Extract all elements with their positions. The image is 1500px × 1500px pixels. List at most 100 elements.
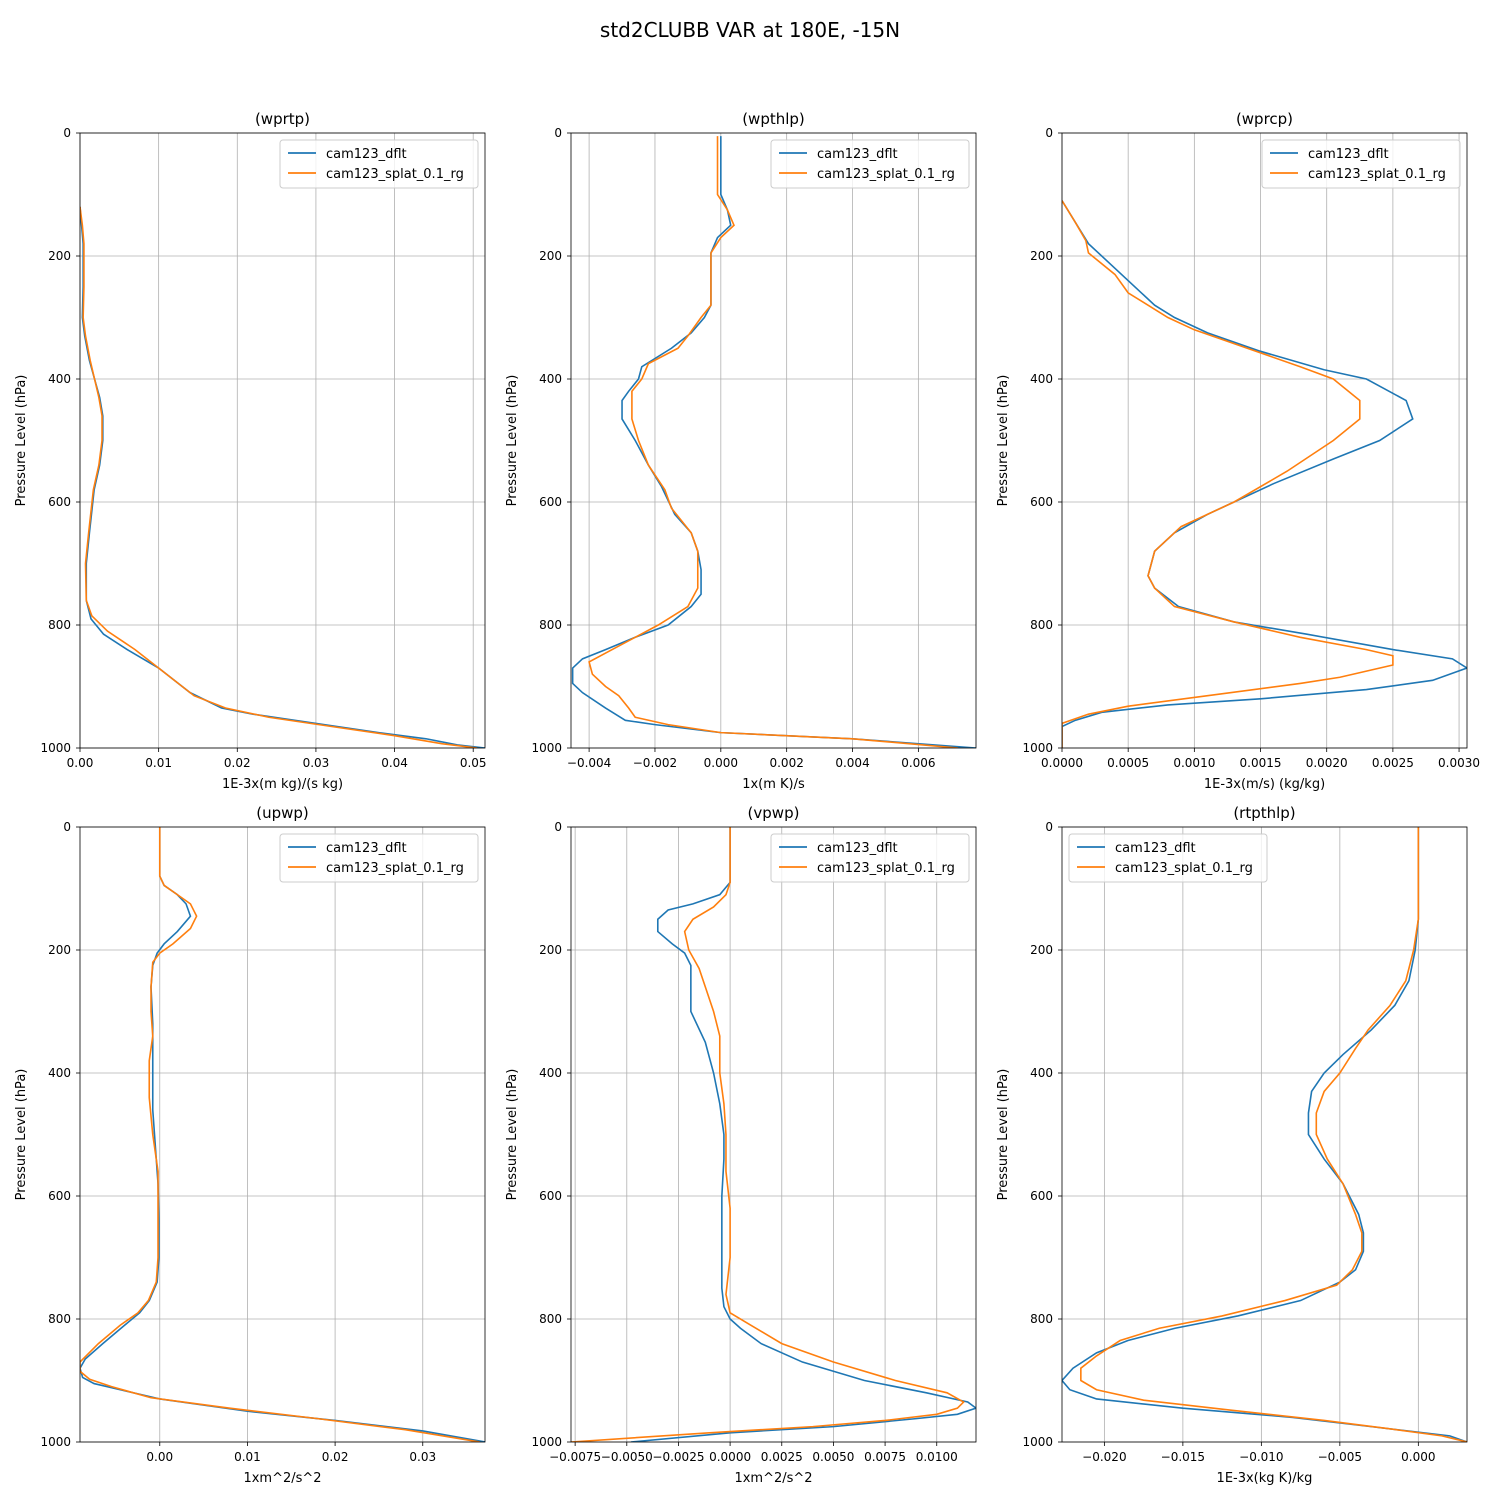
legend-frame xyxy=(279,833,479,883)
legend: cam123_dflt cam123_splat_0.1_rg xyxy=(279,833,479,883)
panel-title: (wprcp) xyxy=(1236,110,1293,128)
x-tick-label: 0.02 xyxy=(322,1450,349,1464)
y-tick-label: 0 xyxy=(554,820,562,834)
x-tick-label: 0.0020 xyxy=(1306,756,1348,770)
x-tick-label: 0.04 xyxy=(381,756,408,770)
panel-wprcp: 0.0000 0.0005 0.0010 0.0015 0.0020 0.0025 0.00… xyxy=(996,110,1480,792)
y-tick-label: 600 xyxy=(1030,495,1053,509)
plot-frame xyxy=(79,132,486,749)
y-tick-label: 200 xyxy=(1030,943,1053,957)
panel-vpwp: −0.0075 −0.0050 −0.0025 0.0000 0.0025 0.0050 0… xyxy=(505,804,977,1486)
x-axis-label: 1E-3x(m kg)/(s kg) xyxy=(222,777,343,792)
x-tick-label: 0.002 xyxy=(769,756,803,770)
x-axis-label: 1xm^2/s^2 xyxy=(734,1471,812,1486)
series-line-cam123_splat_0.1_rg xyxy=(571,827,965,1442)
series-line-cam123_dflt xyxy=(1062,827,1467,1442)
x-tick-label: 0.0000 xyxy=(1041,756,1083,770)
x-tick-label: 0.0100 xyxy=(916,1450,958,1464)
y-tick-label: 400 xyxy=(1030,372,1053,386)
panels-container: 0.00 0.01 0.02 0.03 0.04 0.05 0 200 400 600 800 100… xyxy=(14,110,1480,1486)
y-tick-label: 800 xyxy=(48,1312,71,1326)
y-tick-label: 1000 xyxy=(1022,741,1053,755)
y-tick-label: 1000 xyxy=(1022,1435,1053,1449)
legend: cam123_dflt cam123_splat_0.1_rg xyxy=(770,833,970,883)
x-tick-label: −0.0075 xyxy=(549,1450,601,1464)
y-tick-label: 800 xyxy=(1030,618,1053,632)
y-tick-label: 200 xyxy=(48,249,71,263)
figure-title: std2CLUBB VAR at 180E, -15N xyxy=(600,18,900,42)
x-tick-label: 0.0075 xyxy=(864,1450,906,1464)
legend-label: cam123_dflt xyxy=(1115,841,1196,856)
panel-title: (rtpthlp) xyxy=(1233,804,1295,822)
plot-frame xyxy=(570,132,977,749)
legend: cam123_dflt cam123_splat_0.1_rg xyxy=(770,139,970,189)
y-tick-label: 600 xyxy=(48,1189,71,1203)
series-line-cam123_splat_0.1_rg xyxy=(80,827,480,1442)
x-tick-label: 0.0005 xyxy=(1107,756,1149,770)
x-tick-label: 0.0010 xyxy=(1173,756,1215,770)
panel-title: (vpwp) xyxy=(748,804,800,822)
legend-label: cam123_splat_0.1_rg xyxy=(1115,861,1253,876)
series-line-cam123_splat_0.1_rg xyxy=(1062,200,1394,748)
y-tick-label: 200 xyxy=(48,943,71,957)
x-tick-label: 0.0000 xyxy=(709,1450,751,1464)
x-tick-label: 0.0025 xyxy=(761,1450,803,1464)
y-tick-label: 200 xyxy=(539,249,562,263)
y-tick-label: 400 xyxy=(539,1066,562,1080)
y-axis-label: Pressure Level (hPa) xyxy=(996,375,1011,507)
panel-rtpthlp: −0.020 −0.015 −0.010 −0.005 0.000 0 200 400 600 8… xyxy=(996,804,1468,1486)
x-tick-label: 0.01 xyxy=(145,756,172,770)
x-tick-label: −0.0025 xyxy=(652,1450,704,1464)
x-tick-label: −0.0050 xyxy=(601,1450,653,1464)
y-tick-label: 0 xyxy=(63,820,71,834)
x-tick-label: 0.0030 xyxy=(1438,756,1480,770)
panel-title: (upwp) xyxy=(256,804,309,822)
plot-frame xyxy=(79,826,486,1443)
x-tick-label: 0.0015 xyxy=(1240,756,1282,770)
x-tick-label: 0.02 xyxy=(224,756,251,770)
y-tick-label: 600 xyxy=(539,495,562,509)
y-tick-label: 600 xyxy=(539,1189,562,1203)
y-tick-label: 800 xyxy=(48,618,71,632)
legend-label: cam123_splat_0.1_rg xyxy=(326,167,464,182)
legend-label: cam123_dflt xyxy=(326,841,407,856)
x-tick-label: −0.015 xyxy=(1161,1450,1205,1464)
legend-label: cam123_splat_0.1_rg xyxy=(326,861,464,876)
y-axis-label: Pressure Level (hPa) xyxy=(14,375,29,507)
x-tick-label: −0.005 xyxy=(1318,1450,1362,1464)
x-tick-label: 0.0050 xyxy=(812,1450,854,1464)
legend-frame xyxy=(1068,833,1268,883)
y-tick-label: 200 xyxy=(1030,249,1053,263)
legend-frame xyxy=(770,139,970,189)
legend: cam123_dflt cam123_splat_0.1_rg xyxy=(1068,833,1268,883)
legend: cam123_dflt cam123_splat_0.1_rg xyxy=(1261,139,1461,189)
legend-label: cam123_splat_0.1_rg xyxy=(817,167,955,182)
x-axis-label: 1xm^2/s^2 xyxy=(243,1471,321,1486)
y-tick-label: 1000 xyxy=(40,741,71,755)
x-tick-label: −0.010 xyxy=(1239,1450,1283,1464)
x-tick-label: 0.000 xyxy=(1401,1450,1435,1464)
x-tick-label: 0.03 xyxy=(303,756,330,770)
legend-label: cam123_dflt xyxy=(817,147,898,162)
legend: cam123_dflt cam123_splat_0.1_rg xyxy=(279,139,479,189)
legend-label: cam123_dflt xyxy=(1308,147,1389,162)
x-axis-label: 1x(m K)/s xyxy=(742,777,805,792)
panel-title: (wpthlp) xyxy=(742,110,805,128)
legend-label: cam123_dflt xyxy=(326,147,407,162)
x-axis-label: 1E-3x(kg K)/kg xyxy=(1217,1471,1313,1486)
y-tick-label: 200 xyxy=(539,943,562,957)
y-tick-label: 0 xyxy=(63,126,71,140)
y-tick-label: 800 xyxy=(539,1312,562,1326)
y-axis-label: Pressure Level (hPa) xyxy=(996,1069,1011,1201)
x-tick-label: 0.03 xyxy=(409,1450,436,1464)
x-tick-label: 0.006 xyxy=(901,756,935,770)
y-tick-label: 1000 xyxy=(40,1435,71,1449)
legend-frame xyxy=(1261,139,1461,189)
x-tick-label: 0.00 xyxy=(146,1450,173,1464)
y-tick-label: 600 xyxy=(48,495,71,509)
series-line-cam123_splat_0.1_rg xyxy=(588,136,958,748)
y-axis-label: Pressure Level (hPa) xyxy=(505,375,520,507)
y-axis-label: Pressure Level (hPa) xyxy=(505,1069,520,1201)
x-tick-label: 0.004 xyxy=(835,756,869,770)
